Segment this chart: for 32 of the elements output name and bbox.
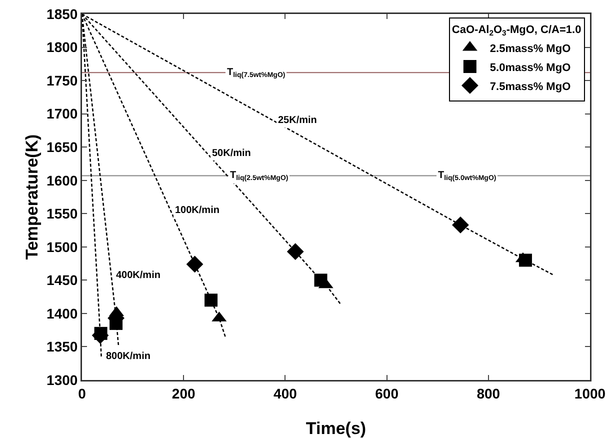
annotation: 800K/min (106, 351, 150, 362)
x-tick-label: 800 (476, 385, 500, 402)
x-tick-label: 200 (172, 385, 196, 402)
annotation: T$_{liq(7.5wt%MgO)}$ (227, 67, 286, 80)
annotation: 100K/min (175, 205, 220, 216)
y-tick-label: 1850 (46, 6, 78, 22)
y-tick-label: 1550 (46, 206, 78, 222)
x-tick-label: 1000 (574, 385, 606, 402)
annotation: T$_{liq(5.0wt%MgO)}$ (438, 170, 496, 182)
legend-label: 5.0mass% MgO (490, 62, 572, 74)
y-tick-label: 1450 (46, 272, 78, 288)
y-tick-label: 1750 (46, 72, 78, 88)
x-tick-label: 0 (78, 385, 86, 402)
annotation: 50K/min (212, 148, 251, 159)
y-tick-label: 1350 (46, 338, 78, 355)
y-tick-label: 1800 (46, 39, 78, 56)
y-tick-label: 1300 (46, 372, 78, 388)
y-tick-label: 1650 (46, 138, 78, 155)
y-axis-title: Temperature(K) (22, 134, 42, 260)
x-tick-label: 400 (274, 385, 298, 402)
y-tick-label: 1500 (46, 238, 78, 255)
x-tick-label: 600 (375, 385, 399, 402)
annotation: 400K/min (116, 270, 160, 281)
annotation: 25K/min (278, 115, 317, 126)
legend-label: 7.5mass% MgO (490, 80, 572, 93)
annotation: T$_{liq(2.5wt%MgO)}$ (230, 170, 288, 182)
y-tick-label: 1600 (46, 172, 78, 188)
legend-title: CaO-Al$_{2}$O$_{3}$-MgO, C/A=1.0 (452, 24, 582, 38)
x-axis-title: Time(s) (306, 419, 366, 438)
y-tick-label: 1400 (46, 305, 78, 322)
y-tick-label: 1700 (46, 106, 78, 122)
legend-label: 2.5mass% MgO (490, 42, 572, 55)
